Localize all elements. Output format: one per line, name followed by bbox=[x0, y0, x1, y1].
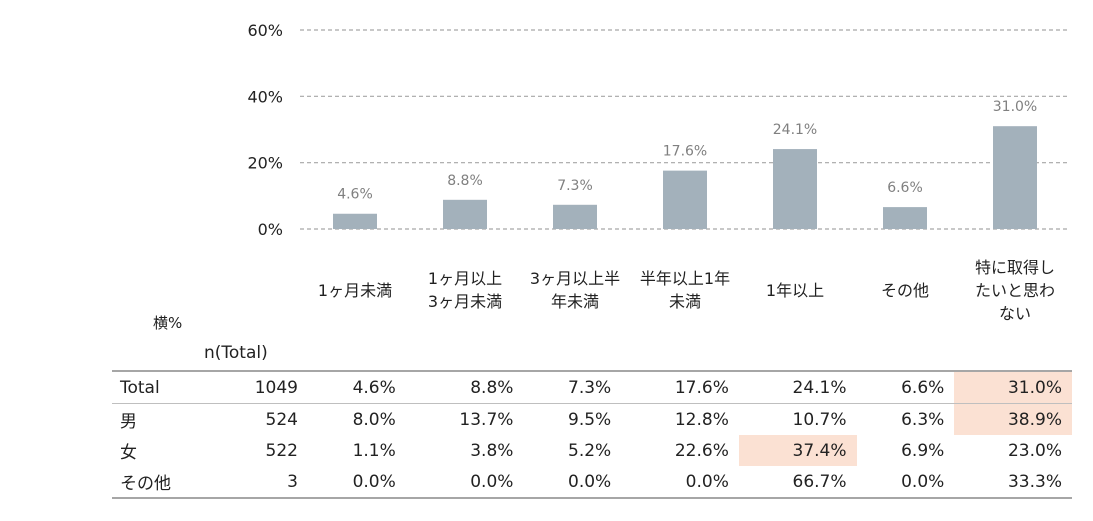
category-label-line: たいと思わ bbox=[974, 280, 1055, 300]
percent-cell: 4.6% bbox=[308, 370, 406, 404]
bar-value-label: 6.6% bbox=[887, 180, 923, 196]
bar bbox=[553, 204, 597, 229]
bar-value-label: 4.6% bbox=[337, 187, 373, 203]
y-tick-label: 60% bbox=[247, 21, 283, 40]
percent-cell: 7.3% bbox=[523, 370, 622, 404]
percent-cell: 10.7% bbox=[792, 409, 847, 430]
bar bbox=[443, 199, 487, 229]
n-cell: 1049 bbox=[222, 370, 308, 404]
bar-value-label: 17.6% bbox=[663, 144, 707, 160]
n-cell: 524 bbox=[265, 409, 298, 430]
bar-value-label: 8.8% bbox=[447, 173, 483, 189]
data-table: Total 1049 4.6% 8.8% 7.3% 17.6% 24.1% 6.6% 31.0%… bbox=[112, 370, 1072, 499]
row-label: その他 bbox=[112, 466, 222, 499]
percent-cell: 8.8% bbox=[405, 370, 524, 404]
percent-cell: 23.0% bbox=[1007, 440, 1062, 461]
bar-value-label: 31.0% bbox=[993, 99, 1037, 115]
bar bbox=[773, 149, 817, 229]
category-label-line: 3ヶ月以上半 bbox=[529, 269, 621, 288]
category-label-line: 3ヶ月未満 bbox=[427, 292, 503, 311]
n-cell: 522 bbox=[265, 440, 298, 461]
bar bbox=[883, 207, 927, 229]
category-label-line: 特に取得し bbox=[974, 257, 1055, 277]
category-label: 3ヶ月以上半 年未満 bbox=[516, 267, 634, 313]
y-tick-label: 0% bbox=[258, 220, 283, 239]
category-label-line: 未満 bbox=[668, 292, 701, 311]
category-label: その他 bbox=[846, 279, 964, 302]
percent-cell: 24.1% bbox=[738, 370, 857, 404]
n-total-header: n(Total) bbox=[204, 343, 268, 363]
percent-cell: 5.2% bbox=[568, 440, 612, 461]
percent-cell: 8.0% bbox=[352, 409, 396, 430]
bar bbox=[663, 170, 707, 229]
percent-cell: 6.9% bbox=[901, 440, 945, 461]
category-label: 1ヶ月未満 bbox=[296, 279, 414, 302]
bar-chart: 0% 20% 40% 60% 4.6% 8.8% 7.3% 17.6% 24.1% 6.6% 31.… bbox=[247, 21, 1070, 239]
percent-cell: 37.4% bbox=[738, 435, 857, 466]
percent-cell: 6.6% bbox=[856, 370, 955, 404]
category-label-line: 1年以上 bbox=[765, 280, 825, 300]
table-row: 女 522 1.1% 3.8% 5.2% 22.6% 37.4% 6.9% 23.0% bbox=[112, 435, 1072, 466]
corner-label: 横% bbox=[153, 314, 183, 332]
percent-cell: 22.6% bbox=[674, 440, 729, 461]
row-label: 男 bbox=[120, 412, 137, 432]
row-label: 女 bbox=[120, 443, 137, 463]
category-label: 特に取得したいと思わない bbox=[956, 256, 1074, 325]
category-label-line: 半年以上1年 bbox=[639, 269, 731, 288]
percent-cell: 0.0% bbox=[523, 466, 622, 499]
percent-cell: 9.5% bbox=[568, 409, 612, 430]
category-label-line: ない bbox=[998, 303, 1031, 323]
category-label-line: 1ヶ月以上 bbox=[427, 269, 503, 288]
percent-cell: 6.3% bbox=[901, 409, 945, 430]
percent-cell: 38.9% bbox=[954, 403, 1072, 435]
y-tick-label: 40% bbox=[247, 87, 283, 106]
table-row: その他 3 0.0% 0.0% 0.0% 0.0% 66.7% 0.0% 33.3% bbox=[112, 466, 1072, 499]
percent-cell: 13.7% bbox=[459, 409, 514, 430]
percent-cell: 66.7% bbox=[738, 466, 857, 499]
percent-cell: 0.0% bbox=[856, 466, 955, 499]
table-row: 男 524 8.0% 13.7% 9.5% 12.8% 10.7% 6.3% 38.9% bbox=[112, 403, 1072, 435]
percent-cell: 31.0% bbox=[954, 370, 1072, 404]
bar-value-label: 7.3% bbox=[557, 178, 593, 194]
percent-cell: 33.3% bbox=[954, 466, 1072, 499]
percent-cell: 12.8% bbox=[674, 409, 729, 430]
table-row: Total 1049 4.6% 8.8% 7.3% 17.6% 24.1% 6.6% 31.0% bbox=[112, 370, 1072, 404]
percent-cell: 0.0% bbox=[621, 466, 739, 499]
category-label: 1ヶ月以上 3ヶ月未満 bbox=[406, 267, 524, 313]
category-label: 1年以上 bbox=[736, 279, 854, 302]
percent-cell: 1.1% bbox=[352, 440, 396, 461]
percent-cell: 0.0% bbox=[405, 466, 524, 499]
category-label-line: 1ヶ月未満 bbox=[317, 280, 393, 300]
y-tick-label: 20% bbox=[247, 154, 283, 173]
n-cell: 3 bbox=[222, 466, 308, 499]
bar-value-label: 24.1% bbox=[773, 122, 817, 138]
row-label: Total bbox=[112, 370, 222, 404]
percent-cell: 17.6% bbox=[621, 370, 739, 404]
category-label: 半年以上1年 未満 bbox=[626, 267, 744, 313]
category-label-line: その他 bbox=[880, 280, 929, 300]
percent-cell: 3.8% bbox=[470, 440, 514, 461]
category-label-line: 年未満 bbox=[550, 292, 599, 311]
bar bbox=[333, 213, 377, 229]
percent-cell: 0.0% bbox=[308, 466, 406, 499]
bar bbox=[993, 126, 1037, 229]
